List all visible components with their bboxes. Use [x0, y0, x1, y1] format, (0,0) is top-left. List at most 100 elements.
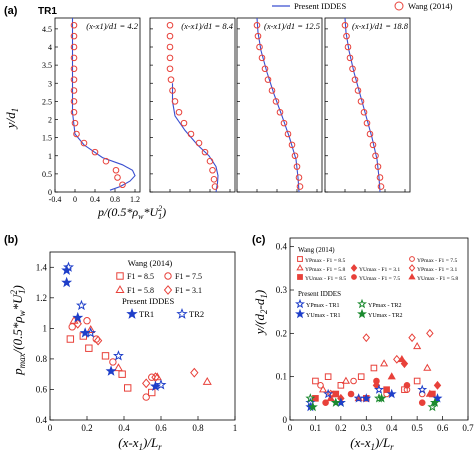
wang-data-point	[357, 98, 365, 105]
data-point	[357, 373, 365, 380]
data-point	[418, 399, 426, 406]
wang-data-point	[70, 87, 78, 94]
data-point	[73, 318, 82, 329]
data-point	[83, 317, 91, 325]
wang-data-point	[91, 148, 99, 156]
x-tick-label: 0.3	[361, 423, 373, 433]
wang-data-point	[258, 54, 266, 62]
wang-data-point	[167, 76, 175, 83]
data-point	[337, 382, 345, 389]
x-tick-label: 0.7	[462, 423, 474, 433]
x-tick-label: 0.2	[335, 423, 346, 433]
panel-c-xlabel: (x-x1)/Lr	[350, 435, 394, 452]
legend-marker	[295, 308, 305, 319]
wang-data-point	[70, 76, 78, 83]
data-point	[374, 384, 384, 394]
y-tick-label: 4.5	[42, 25, 52, 34]
legend-label: YPmax - TR2	[368, 303, 402, 309]
data-point	[417, 384, 428, 394]
data-point	[113, 363, 123, 372]
wang-data-point	[376, 174, 384, 181]
wang-data-point	[195, 139, 203, 147]
subplot-title: (x-x1)/d1 = 18.8	[352, 21, 409, 31]
wang-data-point	[70, 98, 78, 105]
wang-data-point	[296, 183, 304, 190]
data-point	[66, 335, 75, 343]
legend-line-label: Present IDDES	[294, 1, 346, 11]
panel-c-legend: Wang (2014) YPmax - F1 = 8.5 YPmax - F1 = …	[294, 242, 466, 322]
panel-a-xlabel: p/(0.5*ρw*U2 1)	[97, 204, 166, 221]
data-point	[318, 385, 328, 393]
x-tick-label: 0.1	[310, 423, 321, 433]
legend-label: YUmax - F1 = 5.8	[417, 276, 458, 282]
y-tick-label: 0	[48, 188, 52, 197]
wang-data-point	[169, 87, 176, 94]
legend-marker-label: Wang (2014)	[408, 1, 453, 11]
wang-data-point	[171, 98, 179, 105]
y-tick-label: 0.1	[276, 372, 287, 382]
plot-frame	[49, 251, 236, 421]
iddes-profile-line	[344, 17, 381, 193]
wang-data-point	[341, 21, 349, 29]
panel-a-case-label: TR1	[38, 6, 57, 17]
wang-data-point	[187, 130, 195, 138]
wang-data-point	[344, 43, 352, 51]
x-tick-label: 1	[233, 423, 238, 433]
wang-data-point	[70, 32, 78, 40]
wang-data-point	[211, 183, 219, 190]
legend-title-iddes: Present IDDES	[122, 296, 174, 306]
y-tick-label: 2.5	[42, 97, 52, 106]
wang-data-point	[295, 174, 303, 181]
y-tick-label: 1.4	[36, 262, 48, 272]
wang-data-point	[166, 54, 174, 62]
panel-a-plots: (x-x1)/d1 = 4.200.511.522.533.544.5-0.4 0…	[42, 17, 411, 204]
wang-data-point	[210, 176, 218, 183]
legend-label: YPmax - TR1	[306, 303, 340, 309]
wang-data-point	[73, 130, 80, 138]
y-tick-label: 0.8	[36, 354, 48, 364]
y-tick-label: 1	[43, 323, 48, 333]
x-tick-label: 0.5	[412, 423, 424, 433]
legend-label: YUmax - F1 = 3.1	[359, 267, 400, 273]
data-point	[361, 393, 372, 403]
data-point	[124, 384, 132, 392]
wang-data-point	[206, 157, 214, 165]
data-point	[85, 327, 97, 338]
legend-label: YUmax - TR1	[306, 313, 341, 319]
data-point	[362, 333, 371, 343]
data-point	[408, 333, 416, 343]
data-point	[330, 397, 341, 407]
x-tick-label: 0.2	[81, 423, 92, 433]
legend-label: YUmax - F1 = 8.5	[305, 276, 346, 282]
data-point	[109, 358, 117, 366]
x-tick-label: 0.4	[386, 423, 398, 433]
data-point	[155, 379, 167, 390]
wang-data-point	[166, 32, 174, 40]
y-tick-label: 0	[283, 415, 288, 425]
wang-data-point	[209, 166, 216, 174]
subplot-frame	[324, 17, 411, 193]
wang-data-point	[291, 152, 299, 160]
panel-a-legend: Present IDDES Wang (2014)	[272, 1, 453, 11]
legend-marker	[164, 272, 172, 280]
wang-data-point	[280, 119, 288, 127]
x-tick-label: 0.4	[90, 195, 100, 204]
data-point	[86, 325, 96, 333]
iddes-profile-line	[256, 17, 300, 193]
data-point	[72, 311, 84, 323]
wang-data-point	[166, 65, 174, 73]
wang-data-point	[166, 43, 174, 51]
legend-marker	[163, 285, 173, 295]
wang-data-point	[264, 76, 272, 83]
data-point	[429, 397, 440, 407]
data-point	[324, 373, 332, 380]
y-tick-label: 4	[48, 43, 52, 52]
data-point	[305, 393, 316, 403]
data-point	[312, 395, 319, 402]
legend-marker	[408, 264, 416, 272]
x-tick-label: 0.4	[118, 423, 130, 433]
wang-data-point	[268, 87, 276, 94]
subplot-frame	[149, 17, 236, 193]
data-point	[432, 393, 443, 403]
legend-marker	[126, 307, 138, 319]
